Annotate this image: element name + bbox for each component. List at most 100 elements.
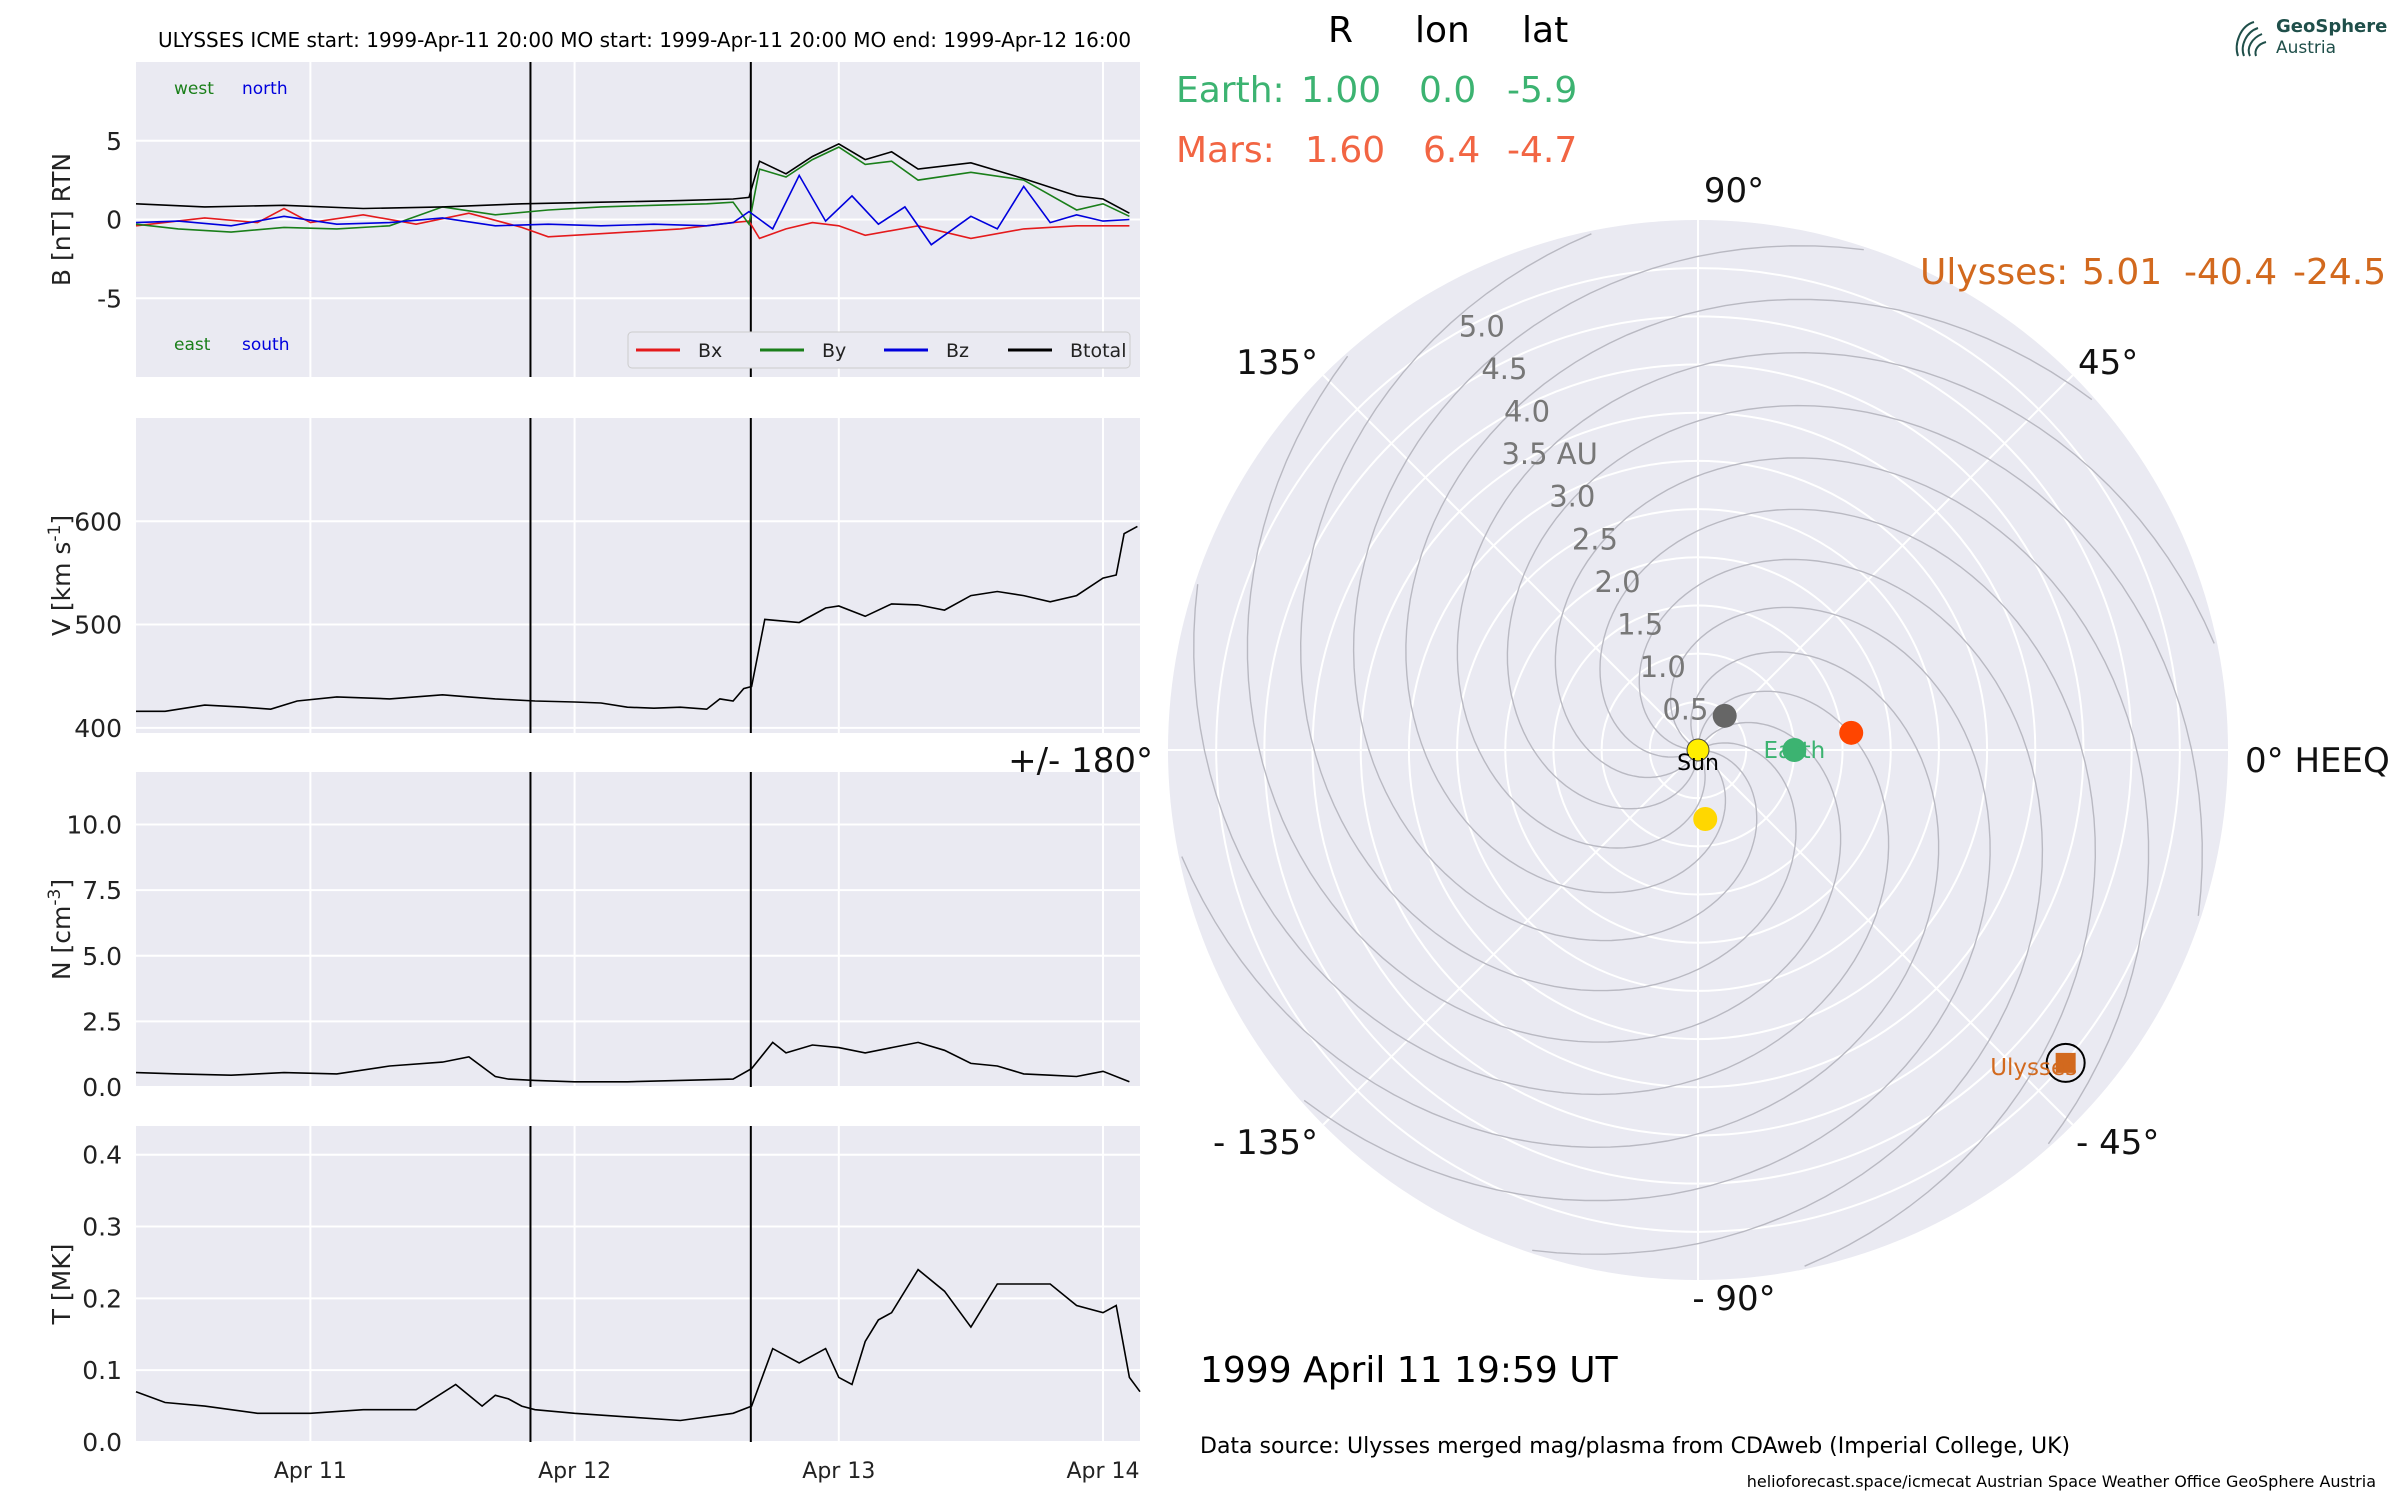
panel-background <box>136 772 1140 1087</box>
annotation-west: west <box>174 79 214 99</box>
y-tick-label: 600 <box>74 507 122 536</box>
table-header-lon: lon <box>1415 10 1470 51</box>
annotation-south: south <box>242 335 289 355</box>
y-axis-label: V [km s-1] <box>45 515 76 636</box>
mars-lat: -4.7 <box>1507 130 1578 171</box>
parker-spiral-line <box>1532 558 2044 1255</box>
parker-spiral-line <box>1506 404 2203 916</box>
legend-box <box>627 331 1131 369</box>
sun-label: Sun <box>1677 751 1719 776</box>
y-tick-label: 500 <box>74 611 122 640</box>
panel-background <box>136 418 1140 733</box>
x-tick-label: Apr 11 <box>274 1459 347 1484</box>
legend-label-bz: Bz <box>946 340 969 362</box>
table-header-lat: lat <box>1522 10 1569 51</box>
angular-grid-line <box>1322 749 1699 1126</box>
y-tick-label: 0.0 <box>82 1073 122 1102</box>
y-tick-label: 2.5 <box>82 1007 122 1036</box>
y-tick-label: 7.5 <box>82 876 122 905</box>
geosphere-logo: GeoSphere Austria <box>2232 14 2387 62</box>
radial-tick-label: 4.0 <box>1504 395 1550 429</box>
series-line-v <box>136 525 1138 713</box>
ulysses-marker <box>2055 1052 2076 1073</box>
legend-label-bx: Bx <box>698 340 722 362</box>
parker-spirals <box>1181 233 2215 1267</box>
y-tick-label: 0.0 <box>82 1428 122 1457</box>
y-tick-label: 5 <box>106 127 122 156</box>
x-tick-label: Apr 12 <box>538 1459 611 1484</box>
y-tick-label: 0 <box>106 206 122 235</box>
earth-name: Earth: <box>1176 70 1285 111</box>
logo-swirl-icon <box>2235 21 2267 57</box>
parker-spiral-line <box>1193 584 1890 1096</box>
series-line-bz <box>135 173 1130 246</box>
y-tick-label: 0.3 <box>82 1213 122 1242</box>
annotation-east: east <box>174 335 211 355</box>
logo-line2: Austria <box>2276 38 2337 58</box>
series-line-by <box>135 146 1130 233</box>
angle-label: 45° <box>2078 343 2138 383</box>
radial-tick-label: 3.0 <box>1549 480 1595 514</box>
y-tick-label: 400 <box>74 714 122 743</box>
series-line-t <box>135 1268 1141 1422</box>
angle-label: - 135° <box>1213 1123 1318 1163</box>
angle-label: 0° HEEQ <box>2245 741 2390 781</box>
y-tick-label: -5 <box>97 284 122 313</box>
legend-label-by: By <box>822 340 846 362</box>
parker-spiral-line <box>1299 233 1797 992</box>
angular-grid-line <box>1322 374 1699 751</box>
earth-lat: -5.9 <box>1507 70 1578 111</box>
earth-lon: 0.0 <box>1419 70 1477 111</box>
radial-tick-label: 0.5 <box>1662 692 1708 726</box>
source-text: Data source: Ulysses merged mag/plasma f… <box>1200 1434 2071 1459</box>
y-axis-label: B [nT] RTN <box>47 153 76 286</box>
angle-label: 135° <box>1236 343 1318 383</box>
radial-tick-label: 2.0 <box>1594 565 1640 599</box>
parker-spiral-line <box>1599 508 2097 1267</box>
table-header-r: R <box>1328 10 1354 51</box>
series-line-n <box>135 1041 1130 1083</box>
grey-body-marker <box>1712 703 1737 728</box>
y-tick-label: 0.1 <box>82 1356 122 1385</box>
legend-label-btotal: Btotal <box>1070 340 1126 362</box>
radial-tick-label: 4.5 <box>1481 352 1527 386</box>
mars-lon: 6.4 <box>1423 130 1481 171</box>
parker-spiral-line <box>1246 355 1842 1043</box>
sun-marker <box>1686 738 1710 762</box>
ulysses-ring <box>2045 1042 2086 1083</box>
radial-tick-label: 3.5 AU <box>1501 437 1597 471</box>
angle-label: - 45° <box>2076 1123 2159 1163</box>
panel-background <box>136 1126 1140 1442</box>
y-axis-label: N [cm-3] <box>45 879 76 980</box>
panel-N: 0.0 2.5 5.0 7.5 10.0 N [cm-3] <box>45 772 1140 1102</box>
x-tick-label: Apr 14 <box>1066 1459 1139 1484</box>
y-tick-label: 0.4 <box>82 1141 122 1170</box>
mars-r: 1.60 <box>1305 130 1386 171</box>
radial-tick-label: 2.5 <box>1572 522 1618 556</box>
polar-plot: 0.5 1.0 1.5 2.0 2.5 3.0 3.5 AU 4.0 4.5 5.0 90° 45° 0… <box>1008 171 2390 1319</box>
panel-B: -5 0 5 B [nT] RTN west north east south Bx By Bz Bt… <box>47 62 1140 377</box>
angular-grid-line <box>1697 374 2074 751</box>
y-axis-label: T [MK] <box>47 1244 76 1326</box>
series-line-btotal <box>135 142 1130 214</box>
parker-spiral-line <box>1303 606 1991 1202</box>
header-title: ULYSSES ICME start: 1999-Apr-11 20:00 MO… <box>158 28 1132 52</box>
earth-r: 1.00 <box>1301 70 1382 111</box>
parker-spiral-line <box>1405 298 2093 894</box>
y-tick-label: 0.2 <box>82 1284 122 1313</box>
angle-label: +/- 180° <box>1008 741 1153 781</box>
radial-tick-label: 1.0 <box>1640 650 1686 684</box>
earth-label: Earth <box>1764 738 1826 764</box>
annotation-north: north <box>242 79 288 99</box>
angle-label: - 90° <box>1692 1279 1775 1319</box>
radial-tick-label: 5.0 <box>1459 310 1505 344</box>
parker-spiral-line <box>1456 351 2215 849</box>
y-tick-label: 10.0 <box>66 811 122 840</box>
angular-grid-line <box>1697 749 2074 1126</box>
angle-label: 90° <box>1704 171 1764 211</box>
parker-spiral-line <box>1352 245 1864 942</box>
ulysses-label: Ulysses <box>1990 1055 2077 1081</box>
x-tick-label: Apr 13 <box>802 1459 875 1484</box>
parker-spiral-line <box>1181 651 1940 1149</box>
y-tick-label: 5.0 <box>82 942 122 971</box>
